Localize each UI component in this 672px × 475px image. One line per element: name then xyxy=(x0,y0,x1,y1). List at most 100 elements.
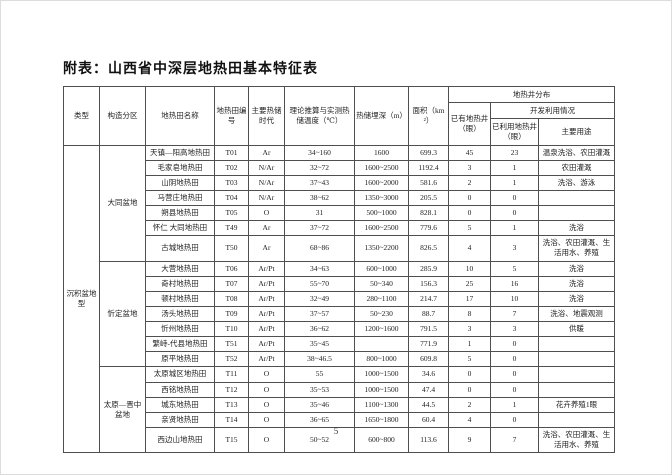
era-cell: O xyxy=(248,366,285,383)
depth-cell: 1600~2500 xyxy=(354,159,409,176)
temperature-cell: 34~63 xyxy=(284,260,355,277)
area-cell: 156.3 xyxy=(408,275,449,292)
existing-wells-cell: 1 xyxy=(448,336,491,353)
col-header-existing-wells: 已有地热井（眼） xyxy=(448,102,491,146)
main-use-cell: 洗浴 xyxy=(538,275,615,292)
main-use-cell xyxy=(538,381,615,398)
temperature-cell: 37~72 xyxy=(284,220,355,237)
main-use-cell xyxy=(538,204,615,222)
era-cell: Ar/Pt xyxy=(248,336,285,353)
main-use-cell: 温泉洗浴、农田灌溉 xyxy=(538,144,615,161)
main-use-cell: 洗浴 xyxy=(538,260,615,277)
field-name-cell: 马营庄地热田 xyxy=(145,189,215,207)
existing-wells-cell: 10 xyxy=(448,260,491,277)
existing-wells-cell: 0 xyxy=(448,204,491,222)
era-cell: O xyxy=(248,204,285,222)
existing-wells-cell: 0 xyxy=(448,366,491,383)
temperature-cell: 35~53 xyxy=(284,381,355,398)
era-cell: N/Ar xyxy=(248,174,285,191)
depth-cell: 1100~1300 xyxy=(354,396,409,413)
used-wells-cell: 0 xyxy=(490,351,539,368)
used-wells-cell: 3 xyxy=(490,320,539,338)
existing-wells-cell: 8 xyxy=(448,305,491,323)
field-no-cell: T03 xyxy=(214,174,249,191)
field-name-cell: 西边山地热田 xyxy=(145,426,215,454)
division-cell: 大同盆地 xyxy=(99,144,146,262)
existing-wells-cell: 25 xyxy=(448,275,491,292)
table-row: 太原—晋中盆地 太原城区地热田 T11 O 55 1000~1500 34.6 0 0 xyxy=(64,366,615,454)
area-cell: 47.4 xyxy=(408,381,449,398)
existing-wells-cell: 5 xyxy=(448,220,491,237)
col-header-reservoir-era: 主要热储时代 xyxy=(248,86,285,146)
main-use-cell xyxy=(538,336,615,353)
field-name-cell: 汤头地热田 xyxy=(145,305,215,323)
field-name-cell: 繁峙-代县地热田 xyxy=(145,336,215,353)
col-header-field-name: 地热田名称 xyxy=(145,86,215,146)
used-wells-cell: 23 xyxy=(490,144,539,161)
table-row: 山阴地热田 T03 N/Ar 37~43 1600~2000 581.6 2 1 洗浴、游泳 xyxy=(64,174,615,191)
table-row: 城东地热田 T13 O 35~46 1100~1300 44.5 2 1 花卉养殖1眼 xyxy=(64,396,615,413)
temperature-cell: 37~43 xyxy=(284,174,355,191)
existing-wells-cell: 45 xyxy=(448,144,491,161)
used-wells-cell: 1 xyxy=(490,159,539,176)
main-use-cell xyxy=(538,366,615,383)
field-no-cell: T10 xyxy=(214,320,249,338)
field-no-cell: T06 xyxy=(214,260,249,277)
field-name-cell: 毛家皂地热田 xyxy=(145,159,215,176)
depth-cell: 500~1000 xyxy=(354,204,409,222)
era-cell: O xyxy=(248,381,285,398)
era-cell: Ar/Pt xyxy=(248,275,285,292)
table-row: 毛家皂地热田 T02 N/Ar 32~72 1600~2500 1192.4 3 1 农田灌溉 xyxy=(64,159,615,176)
area-cell: 791.5 xyxy=(408,320,449,338)
main-use-cell: 洗浴、农田灌溉、生活用水、养殖 xyxy=(538,426,615,454)
field-name-cell: 天镇—阳高地热田 xyxy=(145,144,215,161)
field-no-cell: T51 xyxy=(214,336,249,353)
depth-cell: 1600~2500 xyxy=(354,220,409,237)
main-use-cell: 花卉养殖1眼 xyxy=(538,396,615,413)
field-name-cell: 顿村地热田 xyxy=(145,290,215,307)
field-no-cell: T08 xyxy=(214,290,249,307)
table-row: 奇村地热田 T07 Ar/Pt 55~70 50~340 156.3 25 16 洗浴 xyxy=(64,275,615,292)
page-number: 5 xyxy=(333,426,339,436)
col-header-field-no: 地热田编号 xyxy=(214,86,249,146)
used-wells-cell: 0 xyxy=(490,336,539,353)
depth-cell: 1000~1500 xyxy=(354,381,409,398)
used-wells-cell: 1 xyxy=(490,396,539,413)
temperature-cell: 35~46 xyxy=(284,396,355,413)
col-header-development: 开发利用情况 xyxy=(490,102,615,120)
era-cell: Ar xyxy=(248,235,285,262)
main-use-cell: 洗浴 xyxy=(538,290,615,307)
area-cell: 826.5 xyxy=(408,235,449,262)
division-cell: 忻定盆地 xyxy=(99,260,146,368)
field-no-cell: T07 xyxy=(214,275,249,292)
field-no-cell: T12 xyxy=(214,381,249,398)
main-use-cell xyxy=(538,351,615,368)
col-header-type: 类型 xyxy=(63,86,100,146)
col-header-used-wells: 已利用地热井（眼） xyxy=(490,118,539,146)
field-no-cell: T49 xyxy=(214,220,249,237)
temperature-cell: 31 xyxy=(284,204,355,222)
era-cell: Ar/Pt xyxy=(248,260,285,277)
field-name-cell: 怀仁 大同地热田 xyxy=(145,220,215,237)
era-cell: Ar xyxy=(248,144,285,161)
page-title: 附表：山西省中深层地热田基本特征表 xyxy=(63,60,318,76)
era-cell: Ar/Pt xyxy=(248,351,285,368)
used-wells-cell: 0 xyxy=(490,366,539,383)
field-name-cell: 朔县地热田 xyxy=(145,204,215,222)
era-cell: Ar xyxy=(248,220,285,237)
used-wells-cell: 16 xyxy=(490,275,539,292)
table-row: 忻定盆地 大营地热田 T06 Ar/Pt 34~63 600~1000 285.9 10 5 洗浴 xyxy=(64,260,615,368)
existing-wells-cell: 2 xyxy=(448,174,491,191)
table-row: 汤头地热田 T09 Ar/Pt 37~57 50~230 88.7 8 7 洗浴、地震观测 xyxy=(64,305,615,323)
area-cell: 609.8 xyxy=(408,351,449,368)
era-cell: Ar/Pt xyxy=(248,320,285,338)
division-cell: 太原—晋中盆地 xyxy=(99,366,146,454)
table-row: 顿村地热田 T08 Ar/Pt 32~49 280~1100 214.7 17 10 洗浴 xyxy=(64,290,615,307)
area-cell: 205.5 xyxy=(408,189,449,207)
col-header-main-use: 主要用途 xyxy=(538,118,615,146)
depth-cell: 1000~1500 xyxy=(354,366,409,383)
table-row: 西铭地热田 T12 O 35~53 1000~1500 47.4 0 0 xyxy=(64,381,615,398)
table-row: 沉积盆地型 大同盆地 天镇—阳高地热田 T01 Ar 34~160 1600 699.3 45 2… xyxy=(63,144,615,454)
header-row-1: 类型 构造分区 地热田名称 地热田编号 主要热储时代 理论推算与实测热储温度（℃… xyxy=(63,85,615,146)
